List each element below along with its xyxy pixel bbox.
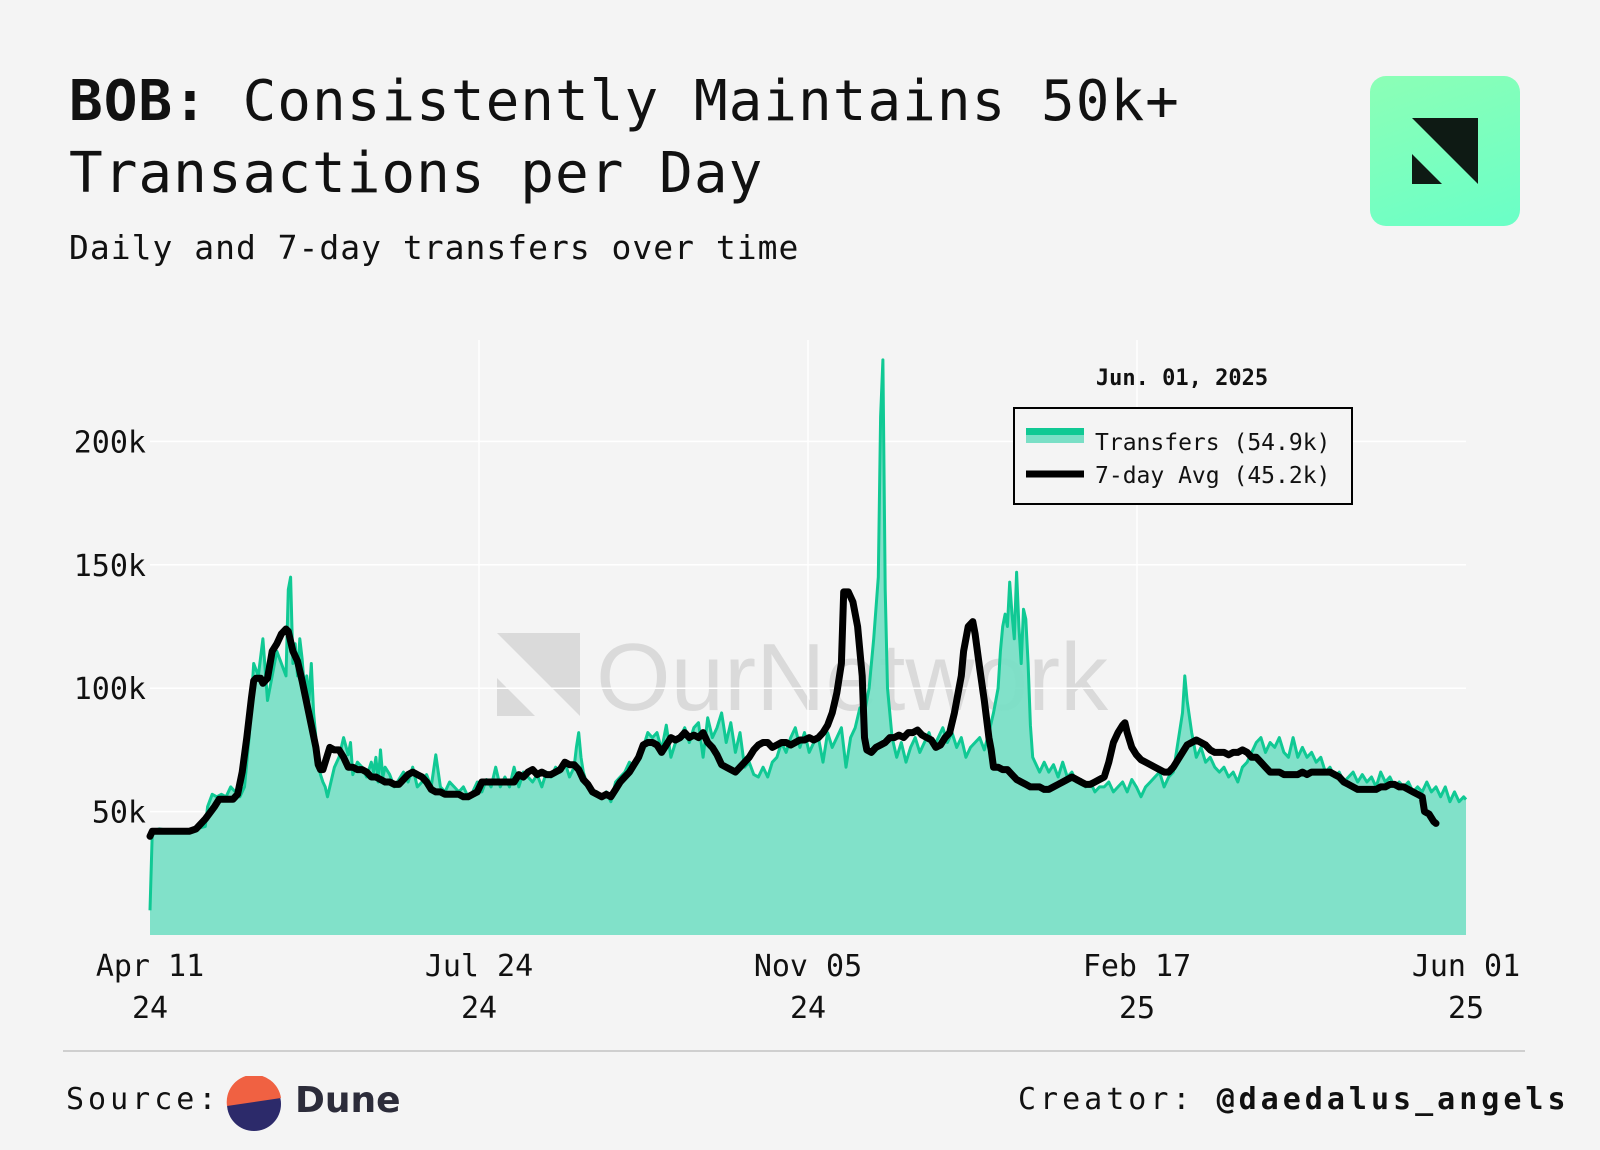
page-title: BOB: Consistently Maintains 50k+ Transac…	[69, 66, 1309, 210]
avg-line	[146, 588, 1440, 840]
ournetwork-logo	[1370, 76, 1520, 226]
source-label: Source:	[66, 1082, 221, 1117]
legend-box	[1013, 407, 1353, 505]
x-tick-label: 24	[132, 991, 168, 1026]
page-subtitle: Daily and 7-day transfers over time	[69, 228, 800, 267]
x-tick-label: Feb 17	[1083, 949, 1191, 984]
legend-date: Jun. 01, 2025	[1096, 366, 1268, 391]
transfers-line	[148, 358, 1468, 911]
title-rest: Consistently Maintains 50k+ Transactions…	[69, 69, 1180, 206]
creator-handle[interactable]: @daedalus_angels	[1216, 1082, 1570, 1117]
creator: Creator: @daedalus_angels	[1018, 1082, 1570, 1117]
creator-label: Creator:	[1018, 1082, 1195, 1117]
x-tick-label: 25	[1119, 991, 1155, 1026]
y-tick-label: 200k	[74, 425, 146, 460]
y-tick-label: 150k	[74, 549, 146, 584]
legend-swatch-transfers-fill	[1026, 435, 1084, 443]
x-tick-label: 25	[1448, 991, 1484, 1026]
footer-divider	[63, 1050, 1525, 1052]
source-name[interactable]: Dune	[295, 1080, 401, 1121]
x-tick-label: Apr 11	[96, 949, 204, 984]
x-tick-label: Jun 01	[1412, 949, 1520, 984]
x-tick-label: Jul 24	[425, 949, 533, 984]
x-tick-label: 24	[461, 991, 497, 1026]
ournetwork-logo-icon	[1412, 118, 1478, 184]
x-tick-label: 24	[790, 991, 826, 1026]
y-tick-label: 100k	[74, 672, 146, 707]
legend-label-transfers: Transfers (54.9k)	[1095, 430, 1330, 456]
transfers-chart: OurNetwork Apr 11 24 Jul 24 24 Nov 05 24 Feb 1…	[74, 340, 1520, 1026]
y-tick-label: 50k	[92, 796, 146, 831]
title-bold: BOB:	[69, 69, 208, 134]
legend-label-avg: 7-day Avg (45.2k)	[1095, 463, 1330, 489]
x-tick-label: Nov 05	[754, 949, 862, 984]
dune-icon	[226, 1076, 281, 1131]
watermark-text: OurNetwork	[596, 624, 1109, 731]
